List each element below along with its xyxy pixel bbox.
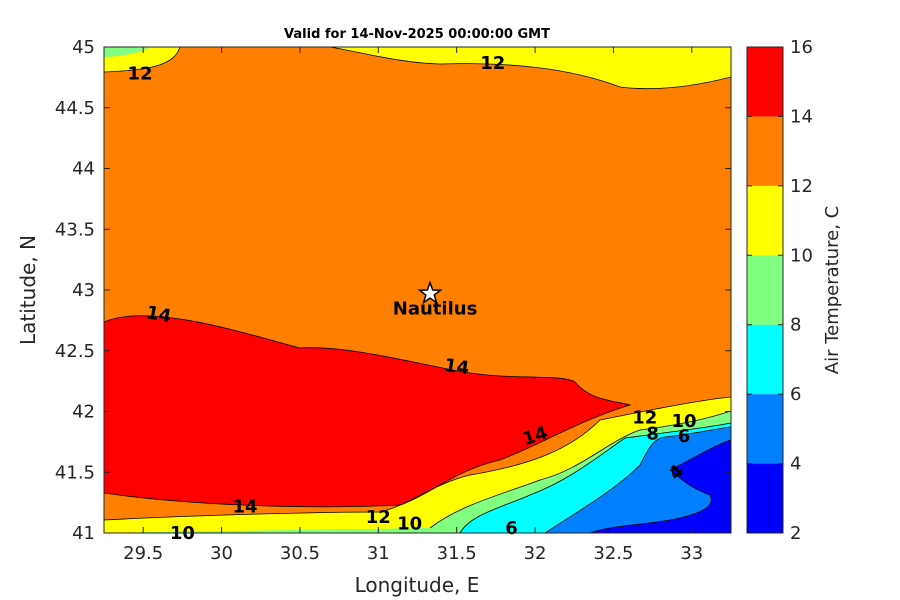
x-tick-label: 31.5 [437, 543, 477, 564]
y-tick-label: 41.5 [55, 462, 95, 483]
colorbar-tick-label: 14 [790, 106, 813, 127]
y-tick-label: 44.5 [55, 98, 95, 119]
colorbar: 2 4 6 8 10 12 14 16 [746, 37, 813, 544]
band-8-10-topleft [104, 47, 150, 57]
plot-title: Valid for 14-Nov-2025 00:00:00 GMT [284, 27, 550, 42]
y-axis-title: Latitude, N [16, 235, 40, 345]
contour-lines [104, 47, 731, 533]
x-tick-label: 30 [210, 543, 233, 564]
contour-label: 14 [443, 355, 471, 379]
colorbar-tick-label: 10 [790, 245, 813, 266]
contour-label: 10 [671, 411, 696, 432]
y-tick-label: 42.5 [55, 341, 95, 362]
colorbar-band [747, 463, 783, 533]
colorbar-tick-label: 12 [790, 176, 813, 197]
band-6-8-small [470, 520, 535, 533]
band-14-16 [104, 315, 630, 507]
contour-label: 10 [397, 513, 422, 534]
y-tick-label: 41 [72, 523, 95, 544]
station-star-icon [417, 280, 443, 305]
y-tick-label: 42 [72, 402, 95, 423]
x-tick-label: 31 [367, 543, 390, 564]
x-tick-label: 32.5 [593, 543, 633, 564]
y-tick-label: 44 [72, 159, 95, 180]
colorbar-tick-label: 6 [790, 384, 801, 405]
colorbar-frame [746, 46, 784, 534]
contour-label: 12 [366, 507, 391, 528]
x-tick-label: 30.5 [280, 543, 320, 564]
contour-label: 6 [505, 518, 518, 539]
y-tick-label: 43 [72, 280, 95, 301]
x-tick-label: 32 [524, 543, 547, 564]
band-10-12-topright [330, 47, 731, 89]
y-tick-label: 43.5 [55, 219, 95, 240]
colorbar-label: Air Temperature, C [822, 206, 843, 374]
contour-label: 12 [128, 64, 153, 85]
contour-label: 14 [145, 302, 173, 327]
colorbar-tick-label: 2 [790, 523, 801, 544]
band-2-4 [590, 440, 731, 533]
colorbar-band [747, 47, 783, 117]
contour-label: 12 [480, 53, 505, 74]
x-tick-label: 29.5 [123, 543, 163, 564]
y-axis: 41 41.5 42 42.5 43 43.5 44 44.5 45 [55, 37, 731, 544]
contour-label: 14 [233, 496, 258, 517]
colorbar-tick-label: 16 [790, 37, 813, 58]
contour-field [104, 47, 731, 533]
y-tick-label: 45 [72, 37, 95, 58]
band-4-6 [545, 427, 731, 533]
contour-label: 6 [678, 426, 691, 447]
colorbar-tick-label: 4 [790, 454, 801, 475]
x-axis: 29.5 30 30.5 31 31.5 32 32.5 33 [123, 47, 703, 564]
contour-label: 8 [646, 423, 659, 444]
colorbar-band [747, 324, 783, 395]
contour-label: 12 [632, 408, 657, 429]
colorbar-band [747, 185, 783, 256]
colorbar-tick-label: 8 [790, 315, 801, 336]
colorbar-band [747, 255, 783, 325]
colorbar-band [747, 394, 783, 464]
x-axis-title: Longitude, E [355, 573, 480, 597]
station-label: Nautilus [393, 299, 478, 320]
x-tick-label: 33 [680, 543, 703, 564]
stations: Nautilus [393, 280, 478, 320]
colorbar-band [747, 116, 783, 186]
